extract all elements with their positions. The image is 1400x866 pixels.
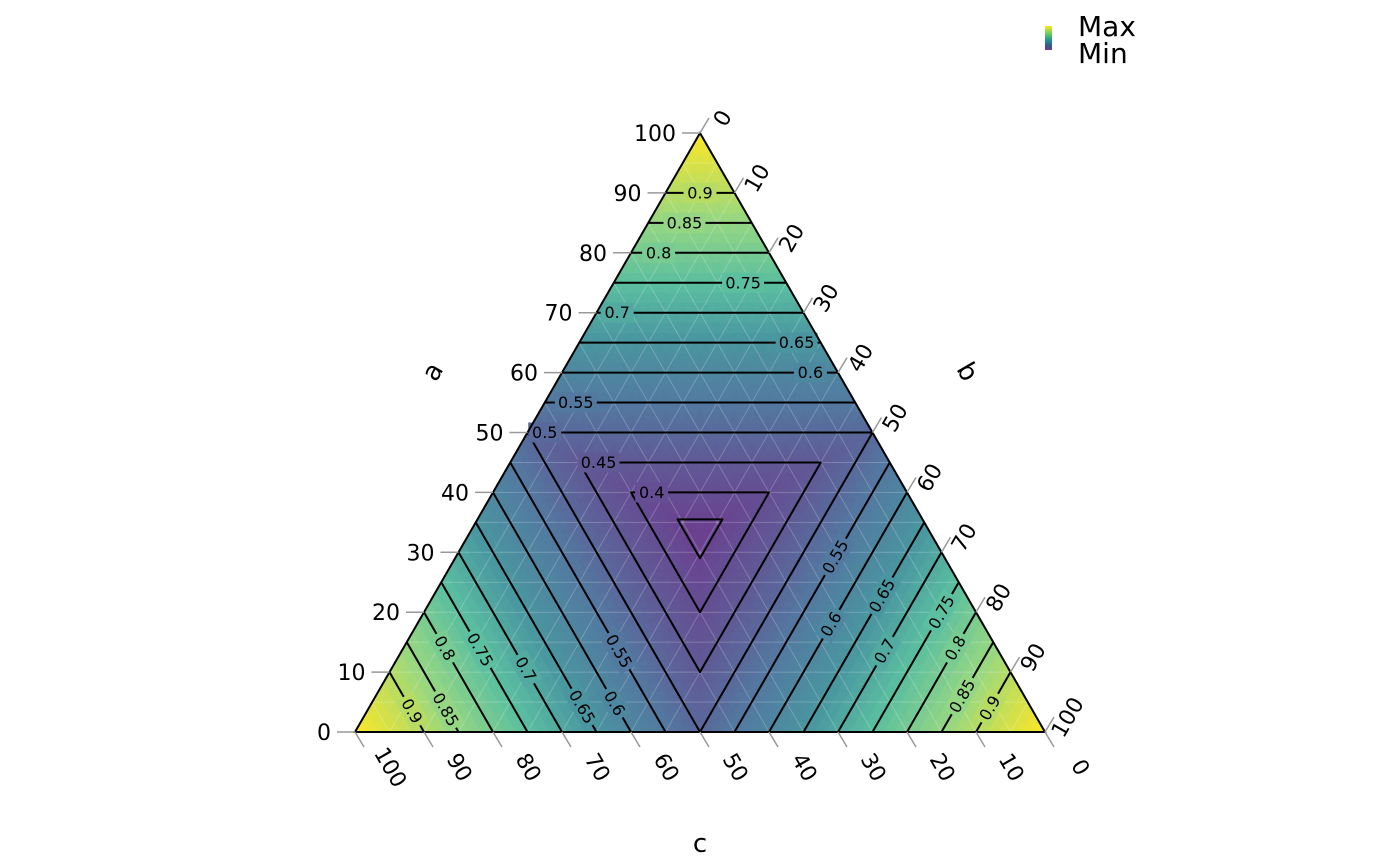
tick-label-a: 20: [372, 601, 400, 626]
tick-label-b: 30: [809, 280, 845, 317]
tick-b: [906, 477, 917, 493]
tick-c: [768, 731, 779, 748]
tick-label-a: 40: [441, 481, 469, 506]
tick-label-a: 60: [510, 362, 538, 387]
tick-label-c: 0: [1065, 755, 1094, 780]
tick-label-a: 0: [317, 721, 331, 746]
contour-label: 0.85: [943, 672, 982, 720]
tick-label-c: 80: [510, 749, 546, 786]
legend: Max Min: [1045, 10, 1136, 70]
tick-c: [906, 731, 917, 748]
tick-label-a: 30: [407, 541, 435, 566]
tick-c: [492, 731, 503, 748]
legend-colorbar: [1045, 26, 1052, 50]
tick-label-b: 10: [740, 160, 776, 197]
contour-label-text: 0.65: [779, 333, 815, 352]
contour-line: [578, 461, 822, 674]
tick-c: [561, 731, 572, 748]
tick-label-b: 20: [775, 220, 811, 257]
contour-label-text: 0.75: [725, 273, 761, 292]
tick-label-b: 40: [844, 340, 880, 377]
tick-b: [733, 177, 745, 194]
tick-label-a: 70: [545, 302, 573, 327]
tick-label-c: 30: [855, 749, 891, 786]
contour-line: [733, 461, 891, 732]
tick-c: [630, 731, 641, 748]
tick-label-a: 90: [614, 182, 642, 207]
axis-title-b: b: [950, 357, 984, 386]
tick-b: [768, 237, 779, 254]
tick-c: [354, 731, 365, 748]
contour-label: 0.85: [663, 212, 706, 233]
legend-max-label: Max: [1078, 10, 1136, 43]
contour-label: 0.75: [722, 272, 765, 293]
tick-b: [1044, 716, 1055, 733]
contour-line: [802, 521, 926, 732]
contour-label: 0.7: [600, 302, 634, 323]
contour-label-text: 0.85: [667, 213, 703, 232]
contour-line: [906, 611, 977, 732]
contour-line: [630, 491, 770, 614]
contour-line: [699, 432, 874, 732]
tick-c: [423, 731, 434, 748]
tick-label-b: 50: [878, 400, 914, 437]
tick-label-a: 100: [634, 122, 676, 147]
tick-b: [837, 357, 848, 373]
tick-b: [699, 117, 710, 134]
tick-b: [1009, 656, 1021, 673]
tick-b: [975, 596, 986, 613]
tick-label-c: 60: [648, 749, 684, 786]
tick-label-c: 70: [579, 749, 615, 786]
tick-label-c: 20: [924, 749, 960, 786]
tick-label-b: 60: [913, 460, 949, 497]
contour-label-text: 0.7: [604, 303, 629, 322]
tick-label-a: 50: [476, 422, 504, 447]
tick-label-a: 80: [579, 242, 607, 267]
contour-label-text: 0.4: [639, 483, 664, 502]
contour-label: 0.6: [793, 362, 827, 383]
tick-b: [940, 536, 952, 553]
contour-line: [423, 611, 494, 732]
axis-title-c: c: [693, 829, 707, 859]
tick-b: [802, 297, 814, 314]
contour-label: 0.55: [554, 392, 597, 413]
axis-title-a: a: [416, 358, 450, 387]
contour-label: 0.65: [775, 332, 818, 353]
tick-label-b: 100: [1047, 693, 1090, 742]
tick-c: [1044, 731, 1055, 748]
tick-label-c: 100: [368, 743, 411, 792]
contour-label: 0.45: [577, 452, 620, 473]
tick-label-c: 10: [993, 749, 1029, 786]
contour-label-text: 0.8: [646, 243, 671, 262]
tick-label-a: 10: [338, 661, 366, 686]
tick-c: [837, 731, 848, 748]
tick-c: [975, 731, 986, 748]
tick-label-c: 90: [441, 749, 477, 786]
contour-label-text: 0.9: [687, 183, 712, 202]
tick-label-b: 70: [947, 520, 983, 557]
tick-label-b: 80: [982, 580, 1018, 617]
tick-b: [871, 417, 883, 433]
contour-line: [676, 518, 724, 560]
contour-label: 0.5: [528, 422, 562, 443]
contour-label: 0.8: [642, 242, 676, 263]
contour-label: 0.9: [683, 182, 717, 203]
contour-label-text: 0.55: [558, 393, 594, 412]
contour-label-text: 0.6: [798, 363, 823, 382]
tick-label-b: 90: [1016, 639, 1052, 676]
legend-min-label: Min: [1078, 37, 1128, 70]
contour-label: 0.4: [635, 482, 669, 503]
contour-line: [457, 551, 563, 732]
tick-label-c: 50: [717, 749, 753, 786]
tick-label-c: 40: [786, 749, 822, 786]
contour-line: [509, 461, 667, 732]
contour-label-text: 0.5: [532, 423, 557, 442]
contour-line: [526, 432, 701, 732]
tick-c: [699, 731, 710, 748]
contour-label-text: 0.45: [581, 453, 617, 472]
tick-label-b: 0: [709, 106, 738, 131]
